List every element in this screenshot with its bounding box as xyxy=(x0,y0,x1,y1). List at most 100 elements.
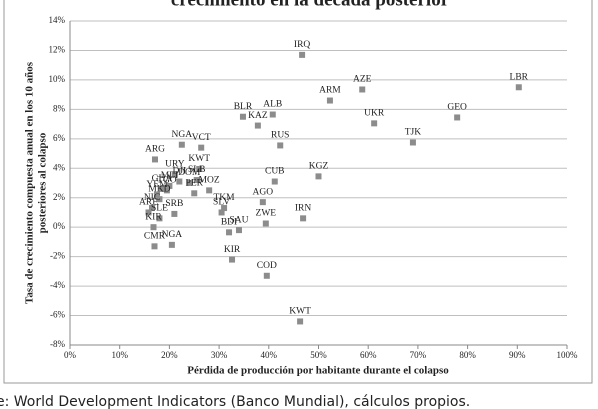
point-label: NGA xyxy=(162,230,183,240)
point xyxy=(239,113,246,120)
y-tick-label: -4% xyxy=(50,280,65,290)
chart-title: crecimiento en la década posterior xyxy=(171,0,450,10)
point xyxy=(196,166,203,173)
point xyxy=(186,180,193,186)
point xyxy=(454,114,461,121)
point xyxy=(178,141,185,148)
point-label: MOZ xyxy=(199,176,220,186)
point xyxy=(300,215,307,222)
x-tick-label: 90% xyxy=(509,350,526,360)
point xyxy=(163,187,170,194)
point-label: NGA xyxy=(172,130,193,140)
point-label: MKD xyxy=(148,184,170,194)
x-tick-label: 40% xyxy=(261,350,278,360)
point xyxy=(171,210,178,217)
point-label: CMR xyxy=(144,232,166,242)
y-tick-label: -8% xyxy=(50,339,65,349)
point xyxy=(176,178,183,185)
point-label: KAZ xyxy=(248,111,268,121)
point-label: SLV xyxy=(213,198,230,208)
y-tick-label: 12% xyxy=(49,45,66,55)
point-label: ALB xyxy=(263,100,282,110)
point-label: SLE xyxy=(151,204,168,214)
y-tick-label: 0% xyxy=(53,221,66,231)
point xyxy=(193,177,200,184)
point-label: KIR xyxy=(145,212,162,222)
point-label: URY xyxy=(165,159,185,169)
point xyxy=(153,191,160,198)
point xyxy=(156,196,163,203)
point xyxy=(191,190,198,197)
point xyxy=(226,229,233,236)
point-label: IRN xyxy=(295,204,312,214)
point-label: ARM xyxy=(319,86,341,96)
y-tick-label: -6% xyxy=(50,310,65,320)
point xyxy=(254,122,261,129)
point xyxy=(198,144,205,151)
point xyxy=(229,256,236,263)
chart-frame xyxy=(3,0,593,384)
point xyxy=(326,97,333,104)
y-axis-title: posteriores al colapso xyxy=(37,132,49,233)
point xyxy=(151,243,158,250)
x-axis-title: Pérdida de producción por habitante dura… xyxy=(187,365,449,377)
point xyxy=(158,185,165,192)
point xyxy=(515,84,522,91)
point xyxy=(277,142,284,149)
point-label: NIC xyxy=(144,193,160,203)
point-label: LBR xyxy=(510,72,529,82)
point xyxy=(359,86,366,93)
point xyxy=(221,205,228,212)
point-label: TGO xyxy=(157,176,177,186)
point xyxy=(168,241,175,248)
point-label: AGO xyxy=(253,187,274,197)
point-label: TJK xyxy=(405,128,422,138)
point-label: ZWE xyxy=(256,209,277,219)
point xyxy=(166,182,173,189)
point xyxy=(145,209,152,216)
y-tick-label: 14% xyxy=(49,15,66,25)
point-label: BLR xyxy=(234,102,253,112)
point-label: BDI xyxy=(221,218,237,228)
point xyxy=(262,220,269,227)
point-label: RUS xyxy=(271,131,289,141)
y-tick-label: 6% xyxy=(53,133,66,143)
x-tick-label: 30% xyxy=(211,350,228,360)
point xyxy=(271,178,278,185)
point xyxy=(297,318,304,325)
point xyxy=(151,156,158,163)
point xyxy=(149,205,156,212)
x-tick-label: 10% xyxy=(111,350,128,360)
point xyxy=(150,224,157,231)
point-label: ARE xyxy=(139,198,158,208)
point xyxy=(156,215,163,222)
point-label: DOM xyxy=(178,168,201,178)
point xyxy=(409,139,416,146)
point-label: MLI xyxy=(161,171,178,181)
point-label: IRQ xyxy=(294,40,311,50)
y-axis-title: Tasa de crecimiento compuesta anual en l… xyxy=(24,61,36,304)
point-label: GHA xyxy=(152,174,173,184)
point xyxy=(299,51,306,58)
point-label: UKR xyxy=(364,109,385,119)
point xyxy=(206,187,213,194)
source-note: e: World Development Indicators (Banco M… xyxy=(0,394,470,409)
point xyxy=(315,173,322,180)
x-tick-label: 70% xyxy=(410,350,427,360)
point-label: KWT xyxy=(289,307,311,317)
point-label: GEO xyxy=(447,103,467,113)
x-tick-label: 80% xyxy=(459,350,476,360)
y-tick-label: 8% xyxy=(53,103,66,113)
point-label: VCT xyxy=(192,133,211,143)
point-label: DJI xyxy=(172,167,186,177)
point xyxy=(235,227,242,234)
point-label: CUB xyxy=(265,167,285,177)
point-label: ARG xyxy=(145,145,165,155)
point xyxy=(371,120,378,127)
point-label: KGZ xyxy=(309,162,329,172)
x-tick-label: 20% xyxy=(161,350,178,360)
point-label: YEM xyxy=(146,180,168,190)
point xyxy=(263,272,270,279)
